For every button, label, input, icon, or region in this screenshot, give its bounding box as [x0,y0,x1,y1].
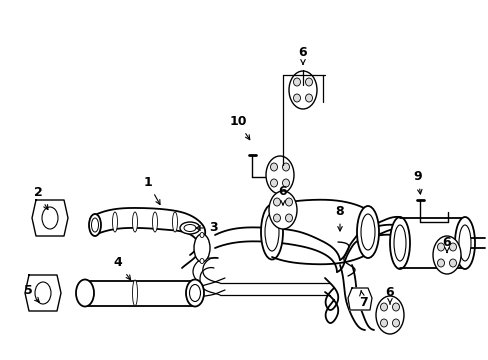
Ellipse shape [389,217,409,269]
Ellipse shape [152,212,157,232]
Ellipse shape [35,282,51,304]
Ellipse shape [454,217,474,269]
Ellipse shape [437,243,444,251]
Text: 10: 10 [229,116,249,140]
Text: 4: 4 [113,256,130,280]
Ellipse shape [183,225,196,231]
Text: 8: 8 [335,206,344,231]
Ellipse shape [273,198,280,206]
Ellipse shape [42,207,58,229]
Ellipse shape [305,94,312,102]
Ellipse shape [282,163,289,171]
Text: 6: 6 [442,237,450,252]
Ellipse shape [265,156,293,194]
Text: 9: 9 [413,171,422,194]
Ellipse shape [270,179,277,187]
Text: 6: 6 [278,185,287,205]
Text: 1: 1 [143,176,160,204]
Ellipse shape [392,319,399,327]
Ellipse shape [285,198,292,206]
Ellipse shape [132,212,137,232]
Text: 5: 5 [23,284,39,302]
Ellipse shape [458,225,470,261]
Text: 7: 7 [358,291,366,310]
Ellipse shape [268,191,296,229]
Polygon shape [347,288,371,310]
Ellipse shape [437,259,444,267]
Ellipse shape [185,279,203,306]
Ellipse shape [180,222,200,234]
Ellipse shape [305,78,312,86]
Ellipse shape [91,218,98,232]
Ellipse shape [261,204,283,260]
Ellipse shape [112,212,117,232]
Text: 6: 6 [298,45,306,64]
Ellipse shape [293,78,300,86]
Ellipse shape [264,213,279,251]
Ellipse shape [285,214,292,222]
Ellipse shape [380,303,386,311]
Ellipse shape [172,212,177,232]
Ellipse shape [448,259,456,267]
Text: 6: 6 [385,285,393,304]
Ellipse shape [356,206,378,258]
Ellipse shape [273,214,280,222]
Ellipse shape [375,296,403,334]
Polygon shape [25,275,61,311]
Ellipse shape [200,258,203,264]
Ellipse shape [432,236,460,274]
Ellipse shape [282,179,289,187]
Ellipse shape [89,214,101,236]
Ellipse shape [132,280,137,306]
Polygon shape [32,200,68,236]
Ellipse shape [392,303,399,311]
Ellipse shape [360,214,374,250]
Text: 3: 3 [196,221,217,234]
Ellipse shape [380,319,386,327]
Ellipse shape [393,225,405,261]
Ellipse shape [76,279,94,306]
Text: 2: 2 [34,186,48,210]
Ellipse shape [270,163,277,171]
Ellipse shape [189,284,200,301]
Ellipse shape [288,71,316,109]
Ellipse shape [448,243,456,251]
Ellipse shape [293,94,300,102]
Ellipse shape [194,234,209,262]
Ellipse shape [200,233,203,238]
